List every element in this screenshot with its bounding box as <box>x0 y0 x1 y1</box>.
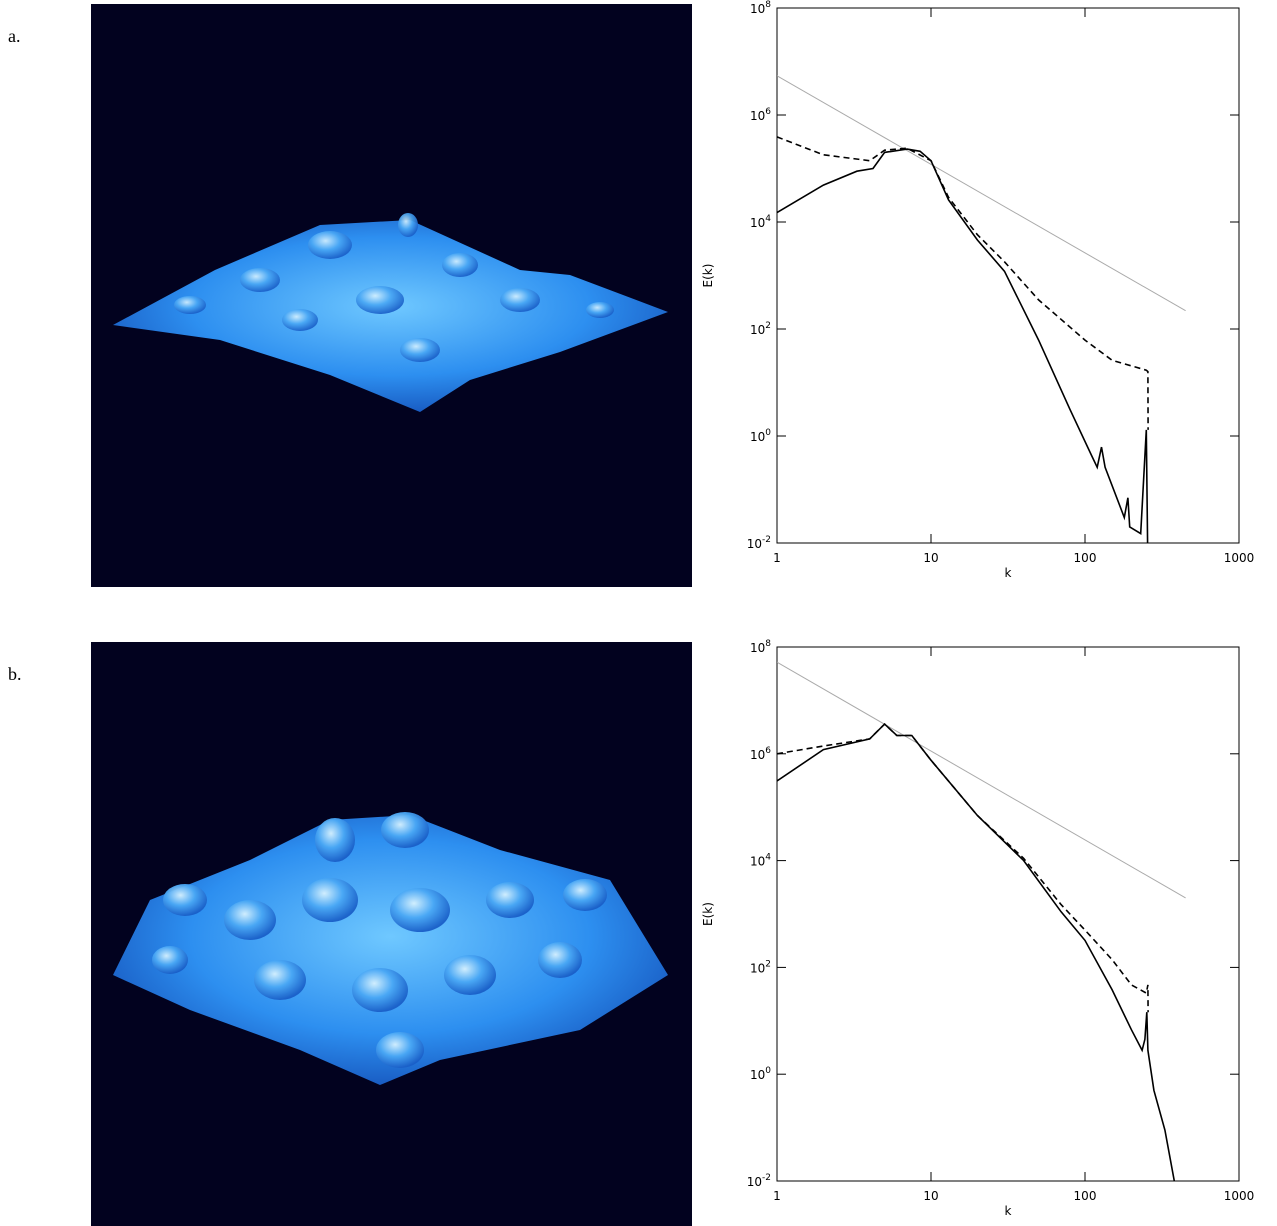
y-tick-label: 10-2 <box>747 535 771 551</box>
x-tick-label: 100 <box>1074 1189 1097 1203</box>
y-tick-label: 100 <box>750 428 771 444</box>
spectrum-line <box>777 661 1186 899</box>
y-tick-label: 102 <box>750 321 771 337</box>
y-axis-label: E(k) <box>701 264 715 288</box>
spectrum-line <box>777 136 1149 430</box>
y-tick-label: 108 <box>750 0 771 16</box>
surface-image <box>91 4 692 587</box>
x-tick-label: 1000 <box>1224 551 1255 565</box>
y-tick-label: 104 <box>750 214 771 230</box>
spectrum-line <box>777 722 1149 1013</box>
surface-image <box>91 642 692 1226</box>
y-tick-label: 108 <box>750 639 771 655</box>
x-axis-label: k <box>1005 566 1012 580</box>
y-tick-label: 106 <box>750 107 771 123</box>
panel-label: a. <box>8 26 21 46</box>
spectrum-line <box>777 148 1149 543</box>
x-tick-label: 1000 <box>1224 1189 1255 1203</box>
y-tick-label: 106 <box>750 746 771 762</box>
y-tick-label: 102 <box>750 959 771 975</box>
spectrum-line <box>777 722 1176 1181</box>
x-tick-label: 1 <box>773 1189 781 1203</box>
y-tick-label: 104 <box>750 853 771 869</box>
panel-label: b. <box>8 664 22 684</box>
x-tick-label: 10 <box>923 1189 938 1203</box>
plot-frame <box>776 646 1240 1182</box>
spectrum-line <box>777 75 1186 312</box>
y-axis-label: E(k) <box>701 902 715 926</box>
plot-area <box>777 661 1186 1181</box>
x-tick-label: 100 <box>1074 551 1097 565</box>
y-tick-label: 10-2 <box>747 1173 771 1189</box>
x-tick-label: 1 <box>773 551 781 565</box>
y-tick-label: 100 <box>750 1066 771 1082</box>
x-axis-label: k <box>1005 1204 1012 1218</box>
plot-area <box>777 75 1186 543</box>
x-tick-label: 10 <box>923 551 938 565</box>
plot-frame <box>776 7 1240 544</box>
